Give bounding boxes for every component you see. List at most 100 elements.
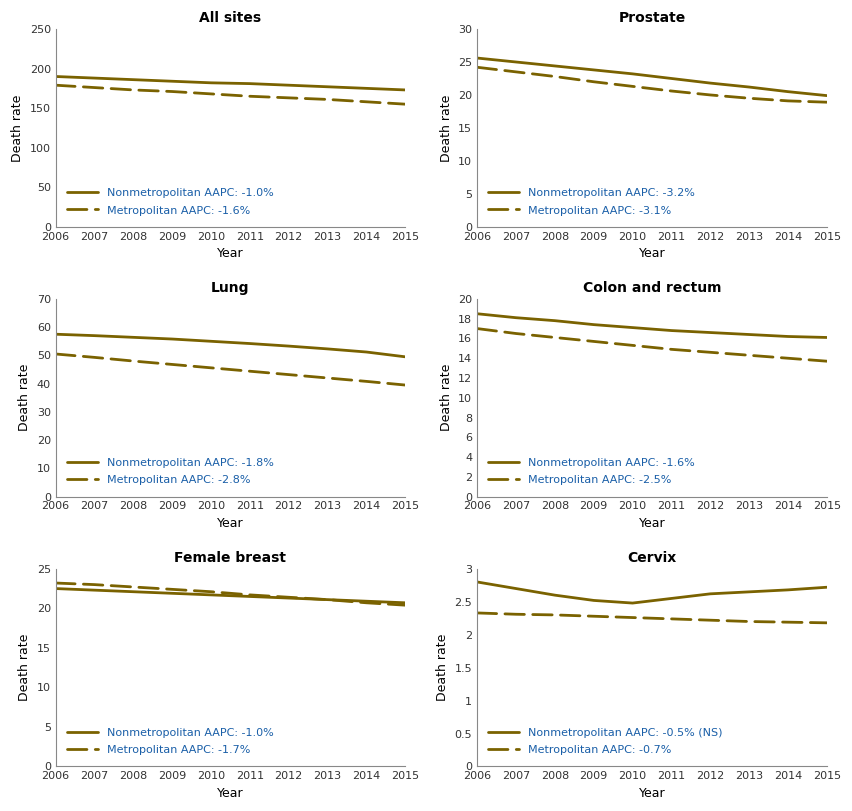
Nonmetropolitan AAPC: -3.2%: (2.01e+03, 21.2): -3.2%: (2.01e+03, 21.2) — [744, 82, 754, 92]
Nonmetropolitan AAPC: -0.5% (NS): (2.01e+03, 2.68): -0.5% (NS): (2.01e+03, 2.68) — [783, 585, 793, 594]
Metropolitan AAPC: -2.8%: (2.01e+03, 49.3): -2.8%: (2.01e+03, 49.3) — [89, 353, 100, 363]
Nonmetropolitan AAPC: -1.0%: (2.01e+03, 22.1): -1.0%: (2.01e+03, 22.1) — [129, 587, 139, 597]
Nonmetropolitan AAPC: -1.0%: (2.02e+03, 20.7): -1.0%: (2.02e+03, 20.7) — [400, 598, 411, 607]
Line: Metropolitan AAPC: -3.1%: Metropolitan AAPC: -3.1% — [477, 67, 826, 102]
Nonmetropolitan AAPC: -1.0%: (2.01e+03, 21.3): -1.0%: (2.01e+03, 21.3) — [284, 593, 294, 603]
Metropolitan AAPC: -2.8%: (2.01e+03, 44.4): -2.8%: (2.01e+03, 44.4) — [245, 367, 255, 376]
Nonmetropolitan AAPC: -1.0%: (2.01e+03, 21.5): -1.0%: (2.01e+03, 21.5) — [245, 591, 255, 601]
Metropolitan AAPC: -2.5%: (2.02e+03, 13.7): -2.5%: (2.02e+03, 13.7) — [821, 356, 832, 366]
Nonmetropolitan AAPC: -1.0%: (2.01e+03, 184): -1.0%: (2.01e+03, 184) — [167, 76, 177, 86]
Nonmetropolitan AAPC: -3.2%: (2.01e+03, 25): -3.2%: (2.01e+03, 25) — [511, 57, 521, 67]
Nonmetropolitan AAPC: -1.0%: (2.01e+03, 21.1): -1.0%: (2.01e+03, 21.1) — [323, 594, 333, 604]
Metropolitan AAPC: -0.7%: (2.01e+03, 2.31): -0.7%: (2.01e+03, 2.31) — [511, 609, 521, 619]
Metropolitan AAPC: -1.6%: (2.01e+03, 176): -1.6%: (2.01e+03, 176) — [89, 83, 100, 92]
Line: Nonmetropolitan AAPC: -3.2%: Nonmetropolitan AAPC: -3.2% — [477, 58, 826, 96]
Y-axis label: Death rate: Death rate — [18, 364, 32, 431]
Line: Nonmetropolitan AAPC: -1.0%: Nonmetropolitan AAPC: -1.0% — [55, 589, 406, 603]
Metropolitan AAPC: -1.7%: (2.01e+03, 22.1): -1.7%: (2.01e+03, 22.1) — [206, 587, 216, 597]
Metropolitan AAPC: -0.7%: (2.02e+03, 2.18): -0.7%: (2.02e+03, 2.18) — [821, 618, 832, 628]
Metropolitan AAPC: -1.7%: (2.01e+03, 23.2): -1.7%: (2.01e+03, 23.2) — [50, 578, 60, 588]
Title: Lung: Lung — [211, 281, 250, 295]
Metropolitan AAPC: -1.7%: (2.01e+03, 21.4): -1.7%: (2.01e+03, 21.4) — [284, 592, 294, 602]
Nonmetropolitan AAPC: -0.5% (NS): (2.01e+03, 2.52): -0.5% (NS): (2.01e+03, 2.52) — [589, 595, 599, 605]
Nonmetropolitan AAPC: -1.8%: (2.01e+03, 52.3): -1.8%: (2.01e+03, 52.3) — [323, 344, 333, 354]
Line: Nonmetropolitan AAPC: -0.5% (NS): Nonmetropolitan AAPC: -0.5% (NS) — [477, 582, 826, 603]
Nonmetropolitan AAPC: -1.0%: (2.01e+03, 186): -1.0%: (2.01e+03, 186) — [129, 75, 139, 84]
Title: All sites: All sites — [199, 11, 262, 25]
Metropolitan AAPC: -3.1%: (2.01e+03, 20): -3.1%: (2.01e+03, 20) — [705, 90, 716, 100]
Nonmetropolitan AAPC: -1.0%: (2.01e+03, 182): -1.0%: (2.01e+03, 182) — [206, 78, 216, 88]
Y-axis label: Death rate: Death rate — [440, 94, 452, 161]
Metropolitan AAPC: -1.6%: (2.02e+03, 155): -1.6%: (2.02e+03, 155) — [400, 99, 411, 109]
Metropolitan AAPC: -3.1%: (2.01e+03, 22): -3.1%: (2.01e+03, 22) — [589, 77, 599, 87]
Metropolitan AAPC: -0.7%: (2.01e+03, 2.3): -0.7%: (2.01e+03, 2.3) — [550, 610, 560, 620]
Y-axis label: Death rate: Death rate — [436, 634, 449, 702]
Metropolitan AAPC: -1.6%: (2.01e+03, 158): -1.6%: (2.01e+03, 158) — [361, 97, 371, 107]
Nonmetropolitan AAPC: -1.6%: (2.01e+03, 16.6): -1.6%: (2.01e+03, 16.6) — [705, 328, 716, 337]
Nonmetropolitan AAPC: -3.2%: (2.01e+03, 23.2): -3.2%: (2.01e+03, 23.2) — [627, 69, 637, 79]
Metropolitan AAPC: -1.7%: (2.01e+03, 22.4): -1.7%: (2.01e+03, 22.4) — [167, 585, 177, 594]
Metropolitan AAPC: -1.6%: (2.01e+03, 161): -1.6%: (2.01e+03, 161) — [323, 95, 333, 105]
Metropolitan AAPC: -2.5%: (2.01e+03, 15.3): -2.5%: (2.01e+03, 15.3) — [627, 341, 637, 350]
Metropolitan AAPC: -2.8%: (2.01e+03, 40.8): -2.8%: (2.01e+03, 40.8) — [361, 376, 371, 386]
Metropolitan AAPC: -0.7%: (2.01e+03, 2.33): -0.7%: (2.01e+03, 2.33) — [472, 608, 482, 618]
Metropolitan AAPC: -1.7%: (2.01e+03, 21.1): -1.7%: (2.01e+03, 21.1) — [323, 594, 333, 604]
Nonmetropolitan AAPC: -1.6%: (2.01e+03, 17.4): -1.6%: (2.01e+03, 17.4) — [589, 320, 599, 329]
Metropolitan AAPC: -2.8%: (2.01e+03, 45.6): -2.8%: (2.01e+03, 45.6) — [206, 363, 216, 373]
Nonmetropolitan AAPC: -1.0%: (2.01e+03, 20.9): -1.0%: (2.01e+03, 20.9) — [361, 596, 371, 606]
Metropolitan AAPC: -1.7%: (2.01e+03, 22.7): -1.7%: (2.01e+03, 22.7) — [129, 582, 139, 592]
Metropolitan AAPC: -2.5%: (2.01e+03, 14): -2.5%: (2.01e+03, 14) — [783, 354, 793, 363]
Nonmetropolitan AAPC: -1.0%: (2.01e+03, 181): -1.0%: (2.01e+03, 181) — [245, 79, 255, 88]
Nonmetropolitan AAPC: -1.6%: (2.01e+03, 18.5): -1.6%: (2.01e+03, 18.5) — [472, 309, 482, 319]
Legend: Nonmetropolitan AAPC: -0.5% (NS), Metropolitan AAPC: -0.7%: Nonmetropolitan AAPC: -0.5% (NS), Metrop… — [483, 722, 728, 761]
Nonmetropolitan AAPC: -3.2%: (2.01e+03, 20.5): -3.2%: (2.01e+03, 20.5) — [783, 87, 793, 97]
Nonmetropolitan AAPC: -1.0%: (2.01e+03, 179): -1.0%: (2.01e+03, 179) — [284, 80, 294, 90]
X-axis label: Year: Year — [217, 517, 244, 530]
Nonmetropolitan AAPC: -1.6%: (2.02e+03, 16.1): -1.6%: (2.02e+03, 16.1) — [821, 333, 832, 342]
Nonmetropolitan AAPC: -1.6%: (2.01e+03, 16.2): -1.6%: (2.01e+03, 16.2) — [783, 332, 793, 341]
Metropolitan AAPC: -3.1%: (2.01e+03, 20.6): -3.1%: (2.01e+03, 20.6) — [666, 86, 676, 96]
Line: Metropolitan AAPC: -2.8%: Metropolitan AAPC: -2.8% — [55, 354, 406, 385]
Nonmetropolitan AAPC: -1.8%: (2.01e+03, 51.2): -1.8%: (2.01e+03, 51.2) — [361, 347, 371, 357]
Nonmetropolitan AAPC: -3.2%: (2.01e+03, 23.8): -3.2%: (2.01e+03, 23.8) — [589, 65, 599, 75]
Line: Nonmetropolitan AAPC: -1.8%: Nonmetropolitan AAPC: -1.8% — [55, 334, 406, 357]
Metropolitan AAPC: -2.5%: (2.01e+03, 17): -2.5%: (2.01e+03, 17) — [472, 324, 482, 333]
Nonmetropolitan AAPC: -0.5% (NS): (2.01e+03, 2.48): -0.5% (NS): (2.01e+03, 2.48) — [627, 599, 637, 608]
Line: Metropolitan AAPC: -1.7%: Metropolitan AAPC: -1.7% — [55, 583, 406, 605]
Legend: Nonmetropolitan AAPC: -1.6%, Metropolitan AAPC: -2.5%: Nonmetropolitan AAPC: -1.6%, Metropolita… — [483, 452, 700, 491]
Nonmetropolitan AAPC: -0.5% (NS): (2.01e+03, 2.55): -0.5% (NS): (2.01e+03, 2.55) — [666, 594, 676, 603]
Nonmetropolitan AAPC: -1.8%: (2.01e+03, 55.8): -1.8%: (2.01e+03, 55.8) — [167, 334, 177, 344]
Metropolitan AAPC: -1.6%: (2.01e+03, 163): -1.6%: (2.01e+03, 163) — [284, 93, 294, 103]
Metropolitan AAPC: -2.5%: (2.01e+03, 16.1): -2.5%: (2.01e+03, 16.1) — [550, 333, 560, 342]
Line: Metropolitan AAPC: -1.6%: Metropolitan AAPC: -1.6% — [55, 85, 406, 104]
Metropolitan AAPC: -1.7%: (2.02e+03, 20.4): -1.7%: (2.02e+03, 20.4) — [400, 600, 411, 610]
Nonmetropolitan AAPC: -1.0%: (2.01e+03, 177): -1.0%: (2.01e+03, 177) — [323, 82, 333, 92]
Nonmetropolitan AAPC: -1.8%: (2.01e+03, 54.2): -1.8%: (2.01e+03, 54.2) — [245, 339, 255, 349]
Nonmetropolitan AAPC: -1.6%: (2.01e+03, 16.4): -1.6%: (2.01e+03, 16.4) — [744, 329, 754, 339]
Nonmetropolitan AAPC: -1.8%: (2.01e+03, 55): -1.8%: (2.01e+03, 55) — [206, 337, 216, 346]
Nonmetropolitan AAPC: -1.8%: (2.01e+03, 53.3): -1.8%: (2.01e+03, 53.3) — [284, 341, 294, 351]
Metropolitan AAPC: -0.7%: (2.01e+03, 2.22): -0.7%: (2.01e+03, 2.22) — [705, 616, 716, 625]
Metropolitan AAPC: -3.1%: (2.01e+03, 22.8): -3.1%: (2.01e+03, 22.8) — [550, 71, 560, 81]
Nonmetropolitan AAPC: -1.0%: (2.01e+03, 175): -1.0%: (2.01e+03, 175) — [361, 84, 371, 93]
Metropolitan AAPC: -2.8%: (2.02e+03, 39.5): -2.8%: (2.02e+03, 39.5) — [400, 380, 411, 390]
Nonmetropolitan AAPC: -1.0%: (2.02e+03, 173): -1.0%: (2.02e+03, 173) — [400, 85, 411, 95]
Metropolitan AAPC: -2.8%: (2.01e+03, 50.5): -2.8%: (2.01e+03, 50.5) — [50, 349, 60, 358]
Metropolitan AAPC: -1.7%: (2.01e+03, 23): -1.7%: (2.01e+03, 23) — [89, 580, 100, 590]
Metropolitan AAPC: -2.5%: (2.01e+03, 14.9): -2.5%: (2.01e+03, 14.9) — [666, 345, 676, 354]
Nonmetropolitan AAPC: -3.2%: (2.01e+03, 21.8): -3.2%: (2.01e+03, 21.8) — [705, 78, 716, 88]
Line: Metropolitan AAPC: -2.5%: Metropolitan AAPC: -2.5% — [477, 328, 826, 361]
X-axis label: Year: Year — [639, 247, 665, 260]
Nonmetropolitan AAPC: -1.0%: (2.01e+03, 21.9): -1.0%: (2.01e+03, 21.9) — [167, 589, 177, 599]
Nonmetropolitan AAPC: -0.5% (NS): (2.02e+03, 2.72): -0.5% (NS): (2.02e+03, 2.72) — [821, 582, 832, 592]
Nonmetropolitan AAPC: -1.8%: (2.01e+03, 57.5): -1.8%: (2.01e+03, 57.5) — [50, 329, 60, 339]
Nonmetropolitan AAPC: -1.6%: (2.01e+03, 17.8): -1.6%: (2.01e+03, 17.8) — [550, 315, 560, 325]
Nonmetropolitan AAPC: -1.6%: (2.01e+03, 18.1): -1.6%: (2.01e+03, 18.1) — [511, 313, 521, 323]
Nonmetropolitan AAPC: -3.2%: (2.01e+03, 22.5): -3.2%: (2.01e+03, 22.5) — [666, 74, 676, 84]
Nonmetropolitan AAPC: -0.5% (NS): (2.01e+03, 2.7): -0.5% (NS): (2.01e+03, 2.7) — [511, 584, 521, 594]
X-axis label: Year: Year — [639, 517, 665, 530]
Legend: Nonmetropolitan AAPC: -1.8%, Metropolitan AAPC: -2.8%: Nonmetropolitan AAPC: -1.8%, Metropolita… — [61, 452, 279, 491]
Line: Nonmetropolitan AAPC: -1.6%: Nonmetropolitan AAPC: -1.6% — [477, 314, 826, 337]
Metropolitan AAPC: -2.5%: (2.01e+03, 15.7): -2.5%: (2.01e+03, 15.7) — [589, 337, 599, 346]
Nonmetropolitan AAPC: -1.0%: (2.01e+03, 21.7): -1.0%: (2.01e+03, 21.7) — [206, 590, 216, 600]
